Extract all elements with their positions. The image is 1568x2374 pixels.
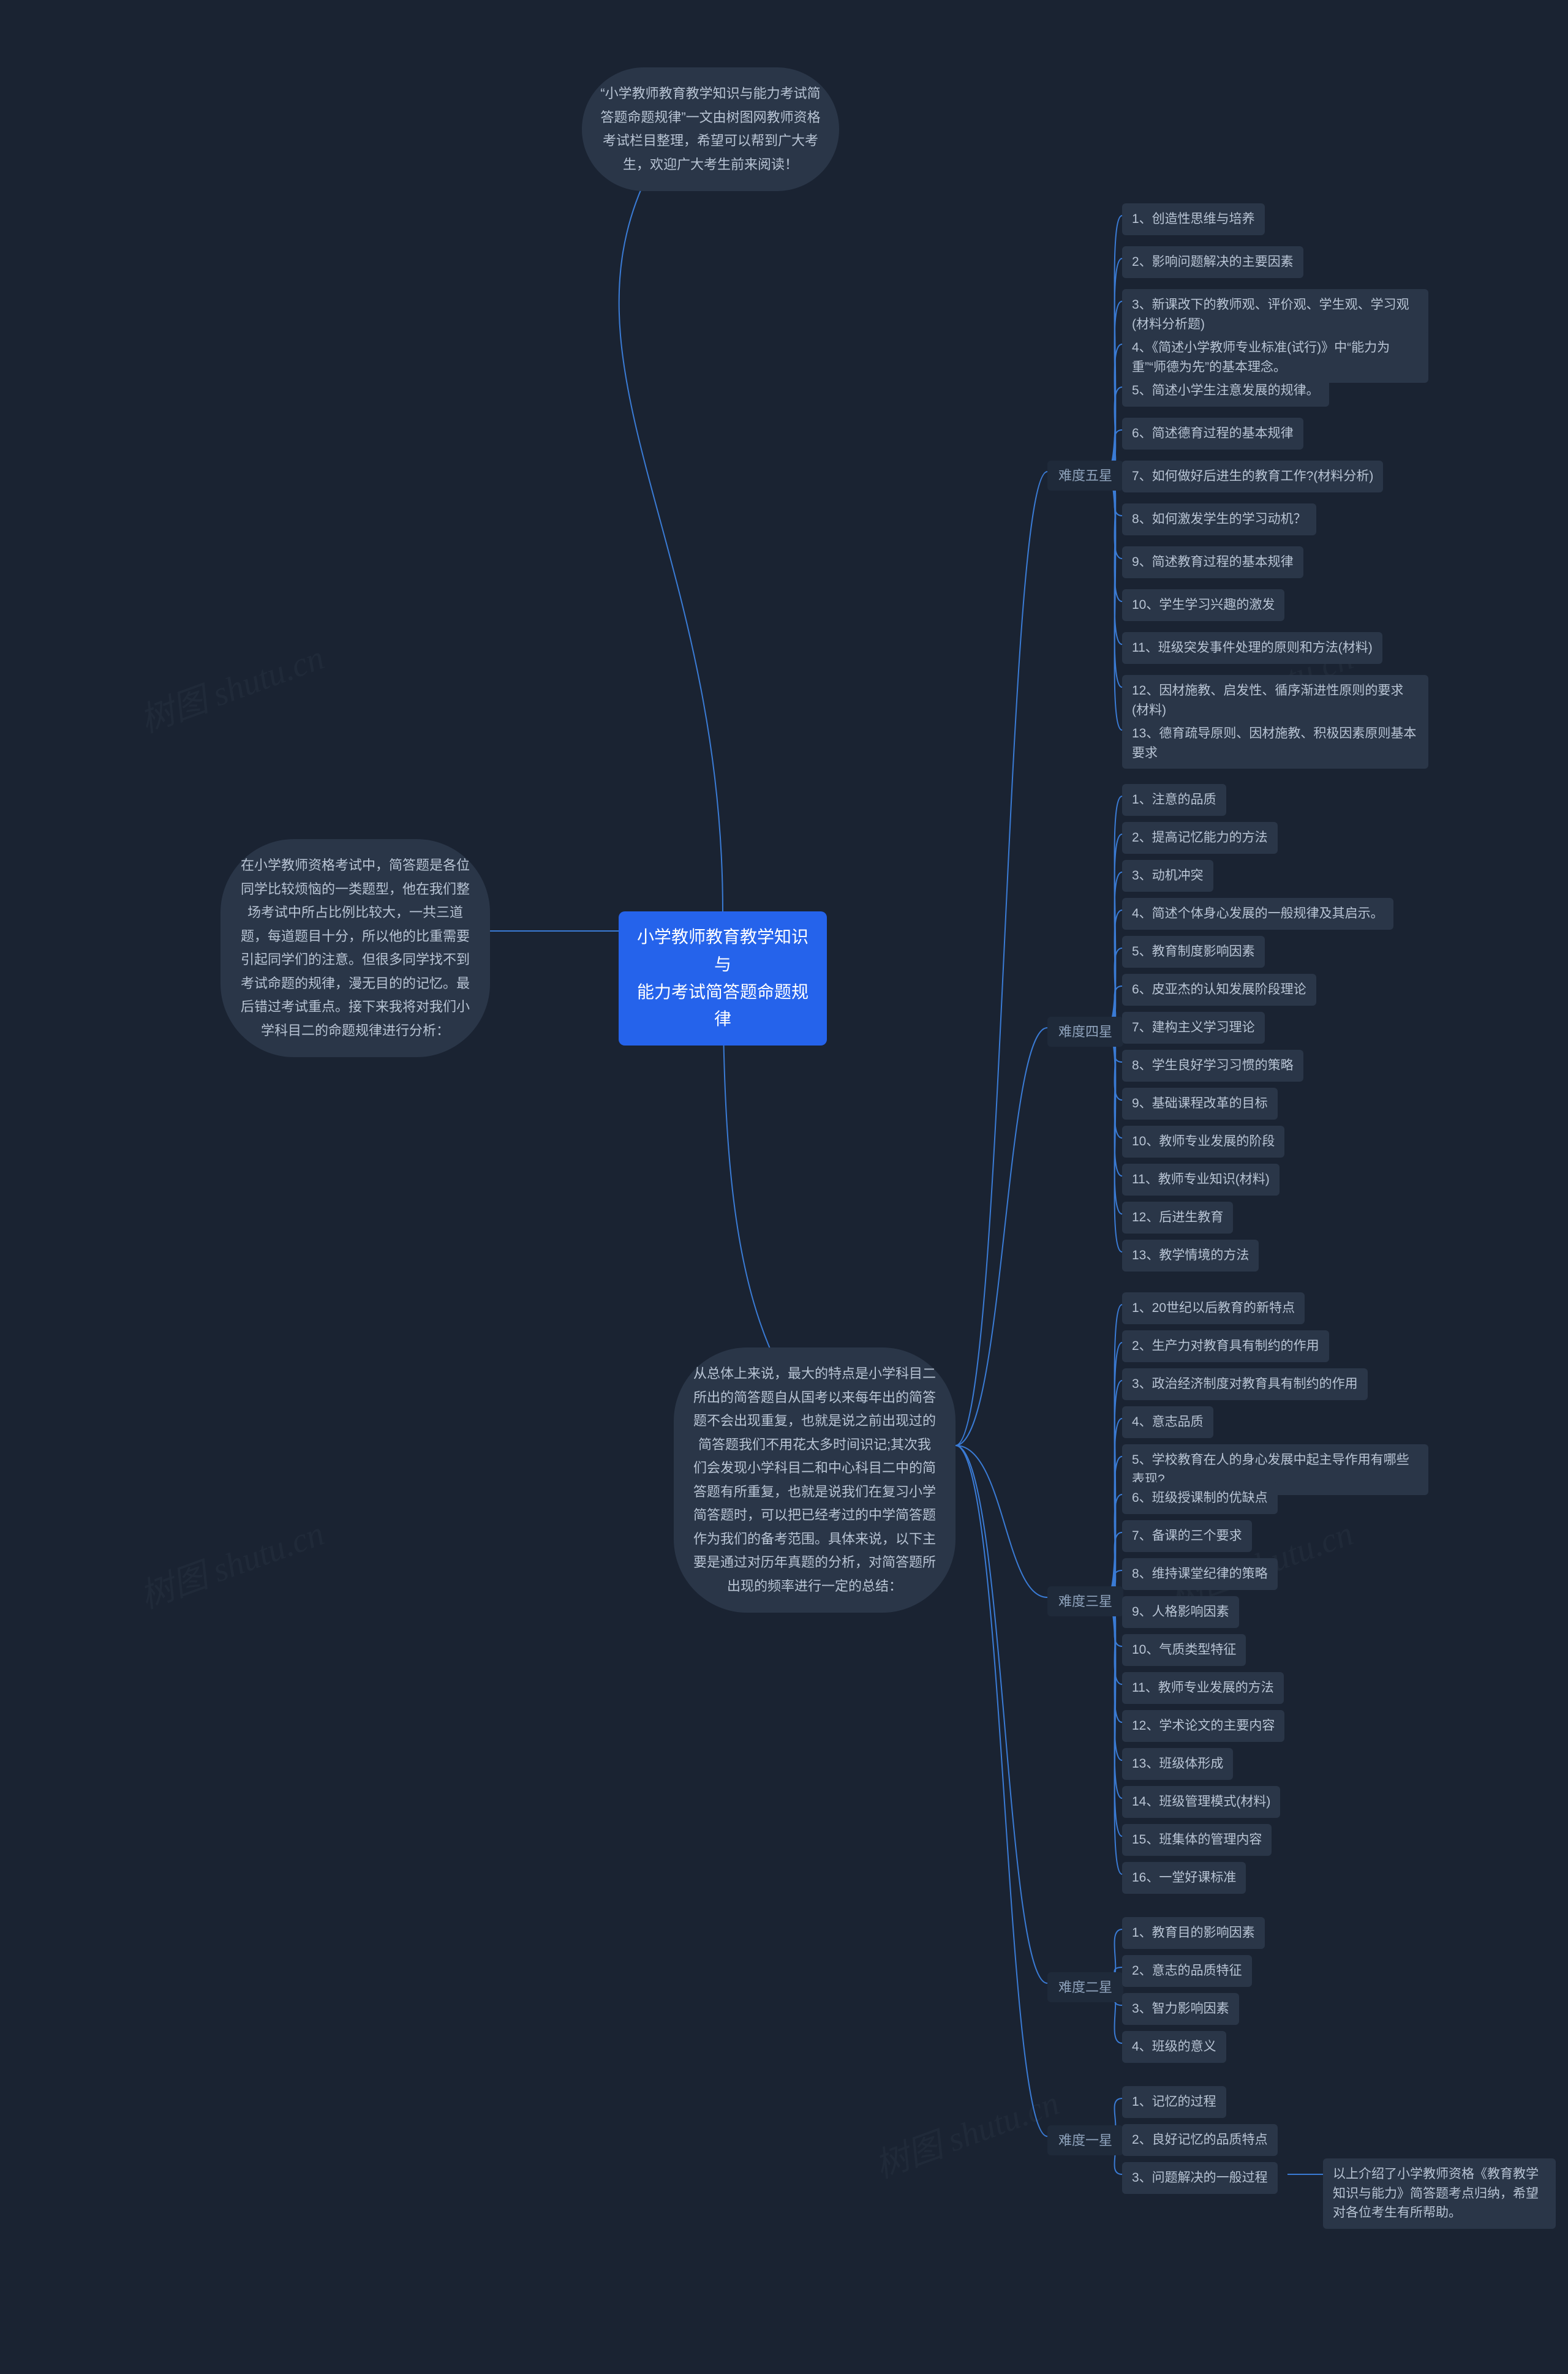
leaf-c4-3: 4、简述个体身心发展的一般规律及其启示。 bbox=[1122, 898, 1393, 930]
leaf-c3-0: 1、20世纪以后教育的新特点 bbox=[1122, 1292, 1305, 1324]
leaf-c3-6: 7、备课的三个要求 bbox=[1122, 1520, 1252, 1552]
leaf-c4-11: 12、后进生教育 bbox=[1122, 1202, 1233, 1234]
watermark: 树图 shutu.cn bbox=[132, 1506, 330, 1619]
leaf-c2-3: 4、班级的意义 bbox=[1122, 2031, 1226, 2063]
leaf-c5-7: 8、如何激发学生的学习动机？ bbox=[1122, 503, 1316, 535]
leaf-c4-7: 8、学生良好学习习惯的策略 bbox=[1122, 1050, 1303, 1082]
leaf-note-c1-2: 以上介绍了小学教师资格《教育教学知识与能力》简答题考点归纳，希望对各位考生有所帮… bbox=[1323, 2158, 1556, 2229]
leaf-c2-2: 3、智力影响因素 bbox=[1122, 1993, 1239, 2025]
category-c5: 难度五星 bbox=[1047, 461, 1123, 491]
leaf-c4-4: 5、教育制度影响因素 bbox=[1122, 936, 1265, 968]
leaf-c3-12: 13、班级体形成 bbox=[1122, 1748, 1233, 1780]
leaf-c4-8: 9、基础课程改革的目标 bbox=[1122, 1088, 1278, 1120]
leaf-c4-0: 1、注意的品质 bbox=[1122, 784, 1226, 816]
leaf-c3-7: 8、维持课堂纪律的策略 bbox=[1122, 1558, 1278, 1590]
leaf-c3-15: 16、一堂好课标准 bbox=[1122, 1862, 1246, 1894]
leaf-c4-12: 13、教学情境的方法 bbox=[1122, 1240, 1259, 1272]
leaf-c4-6: 7、建构主义学习理论 bbox=[1122, 1012, 1265, 1044]
leaf-c3-11: 12、学术论文的主要内容 bbox=[1122, 1710, 1284, 1742]
leaf-c1-2: 3、问题解决的一般过程 bbox=[1122, 2162, 1278, 2194]
leaf-c1-1: 2、良好记忆的品质特点 bbox=[1122, 2124, 1278, 2156]
root-title-line1: 小学教师教育教学知识与 bbox=[636, 924, 810, 979]
leaf-c3-10: 11、教师专业发展的方法 bbox=[1122, 1672, 1284, 1704]
leaf-c4-9: 10、教师专业发展的阶段 bbox=[1122, 1126, 1284, 1158]
leaf-c3-3: 4、意志品质 bbox=[1122, 1406, 1213, 1438]
context-bottom: 从总体上来说，最大的特点是小学科目二所出的简答题自从国考以来每年出的简答题不会出… bbox=[674, 1347, 956, 1613]
leaf-c2-0: 1、教育目的影响因素 bbox=[1122, 1917, 1265, 1949]
root-node: 小学教师教育教学知识与 能力考试简答题命题规律 bbox=[619, 911, 827, 1046]
category-c1: 难度一星 bbox=[1047, 2125, 1123, 2155]
leaf-c5-4: 5、简述小学生注意发展的规律。 bbox=[1122, 375, 1329, 407]
leaf-c5-9: 10、学生学习兴趣的激发 bbox=[1122, 589, 1284, 621]
leaf-c5-0: 1、创造性思维与培养 bbox=[1122, 203, 1265, 235]
leaf-c2-1: 2、意志的品质特征 bbox=[1122, 1955, 1252, 1987]
leaf-c3-1: 2、生产力对教育具有制约的作用 bbox=[1122, 1330, 1329, 1362]
leaf-c3-5: 6、班级授课制的优缺点 bbox=[1122, 1482, 1278, 1514]
leaf-c5-10: 11、班级突发事件处理的原则和方法(材料) bbox=[1122, 632, 1382, 664]
leaf-c4-5: 6、皮亚杰的认知发展阶段理论 bbox=[1122, 974, 1316, 1006]
leaf-c3-13: 14、班级管理模式(材料) bbox=[1122, 1786, 1280, 1818]
leaf-c4-10: 11、教师专业知识(材料) bbox=[1122, 1164, 1280, 1196]
context-left: 在小学教师资格考试中，简答题是各位同学比较烦恼的一类题型，他在我们整场考试中所占… bbox=[221, 839, 490, 1057]
leaf-c5-12: 13、德育疏导原则、因材施教、积极因素原则基本要求 bbox=[1122, 718, 1428, 769]
leaf-c3-8: 9、人格影响因素 bbox=[1122, 1596, 1239, 1628]
leaf-c3-14: 15、班集体的管理内容 bbox=[1122, 1824, 1272, 1856]
leaf-c5-8: 9、简述教育过程的基本规律 bbox=[1122, 546, 1303, 578]
root-title-line2: 能力考试简答题命题规律 bbox=[636, 979, 810, 1034]
category-c2: 难度二星 bbox=[1047, 1972, 1123, 2002]
watermark: 树图 shutu.cn bbox=[132, 630, 330, 743]
context-top: “小学教师教育教学知识与能力考试简答题命题规律”一文由树图网教师资格考试栏目整理… bbox=[582, 67, 839, 191]
leaf-c5-5: 6、简述德育过程的基本规律 bbox=[1122, 418, 1303, 450]
category-c3: 难度三星 bbox=[1047, 1586, 1123, 1616]
leaf-c1-0: 1、记忆的过程 bbox=[1122, 2086, 1226, 2118]
watermark: 树图 shutu.cn bbox=[867, 2076, 1065, 2188]
leaf-c4-2: 3、动机冲突 bbox=[1122, 860, 1213, 892]
leaf-c5-6: 7、如何做好后进生的教育工作?(材料分析) bbox=[1122, 461, 1383, 492]
leaf-c3-9: 10、气质类型特征 bbox=[1122, 1634, 1246, 1666]
leaf-c4-1: 2、提高记忆能力的方法 bbox=[1122, 822, 1278, 854]
leaf-c3-2: 3、政治经济制度对教育具有制约的作用 bbox=[1122, 1368, 1368, 1400]
leaf-c5-1: 2、影响问题解决的主要因素 bbox=[1122, 246, 1303, 278]
category-c4: 难度四星 bbox=[1047, 1017, 1123, 1047]
